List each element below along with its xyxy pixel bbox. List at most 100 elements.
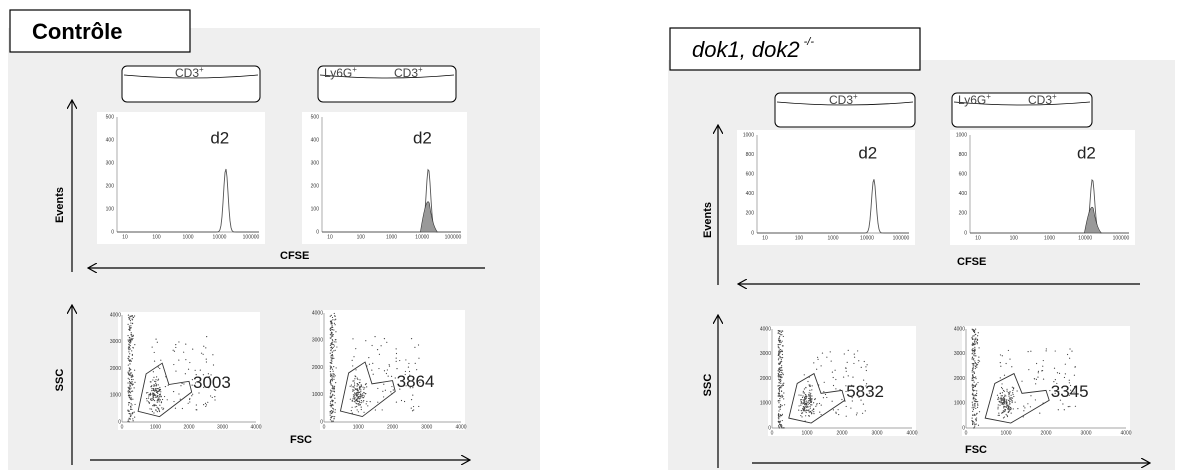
event-dot <box>157 408 160 410</box>
event-dot <box>405 385 407 387</box>
title-box <box>9 9 191 53</box>
event-dot <box>1014 401 1016 403</box>
event-dot <box>148 402 151 404</box>
event-dot <box>175 346 177 349</box>
y-tick-label: 2000 <box>760 376 771 382</box>
event-dot <box>155 404 157 407</box>
event-dot <box>972 386 974 389</box>
event-dot <box>131 339 133 341</box>
event-dot <box>975 413 978 415</box>
event-dot <box>778 344 780 346</box>
event-dot <box>1057 409 1059 411</box>
event-dot <box>999 397 1001 399</box>
event-dot <box>129 359 131 361</box>
event-dot <box>354 392 356 394</box>
event-dot <box>129 367 131 370</box>
event-dot <box>330 406 332 408</box>
event-dot <box>416 369 418 371</box>
event-dot <box>781 376 783 378</box>
event-dot <box>356 377 358 379</box>
event-dot <box>972 364 974 366</box>
event-dot <box>130 382 132 385</box>
event-dot <box>816 356 819 358</box>
event-dot <box>412 378 414 381</box>
event-dot <box>363 400 365 402</box>
event-dot <box>781 340 783 342</box>
event-dot <box>1023 410 1025 412</box>
event-dot <box>1074 405 1077 407</box>
event-dot <box>780 371 782 373</box>
event-dot <box>1062 403 1064 405</box>
event-dot <box>329 367 332 369</box>
event-dot <box>388 364 390 366</box>
gate-label: CD3+ <box>829 92 858 107</box>
event-dot <box>357 404 359 406</box>
event-dot <box>360 385 362 388</box>
event-dot <box>153 360 156 362</box>
event-dot <box>400 399 403 402</box>
event-dot <box>330 332 332 334</box>
event-dot <box>377 401 379 403</box>
event-dot <box>779 343 781 346</box>
fsc-label: FSC <box>965 444 987 456</box>
event-dot <box>998 412 1000 414</box>
event-dot <box>359 404 361 406</box>
event-dot <box>330 359 332 361</box>
event-dot <box>973 335 975 337</box>
event-dot <box>973 363 975 365</box>
event-dot <box>331 378 333 380</box>
event-dot <box>1001 355 1003 357</box>
event-dot <box>808 400 810 402</box>
event-dot <box>974 405 976 407</box>
y-tick-label: 3000 <box>110 339 121 345</box>
event-dot <box>212 364 215 366</box>
event-dot <box>127 392 129 394</box>
y-tick-label: 500 <box>106 114 115 120</box>
event-dot <box>832 409 835 411</box>
event-dot <box>331 358 333 360</box>
event-dot <box>130 397 132 399</box>
event-dot <box>149 393 151 395</box>
event-dot <box>178 341 180 343</box>
event-dot <box>973 372 976 374</box>
event-dot <box>780 342 782 344</box>
event-dot <box>131 384 133 386</box>
event-dot <box>974 362 976 364</box>
gate-count: 3003 <box>193 373 231 392</box>
event-dot <box>130 378 133 381</box>
event-dot <box>329 365 331 367</box>
event-dot <box>973 351 975 353</box>
event-dot <box>804 397 806 400</box>
event-dot <box>147 401 150 403</box>
event-dot <box>329 329 332 331</box>
event-dot <box>779 356 781 358</box>
event-dot <box>777 368 780 370</box>
event-dot <box>778 389 780 391</box>
event-dot <box>178 393 180 395</box>
event-dot <box>399 388 401 390</box>
event-dot <box>179 398 181 400</box>
event-dot <box>781 345 784 347</box>
event-dot <box>130 337 132 339</box>
event-dot <box>1000 402 1002 404</box>
event-dot <box>331 415 333 417</box>
event-dot <box>131 350 133 352</box>
event-dot <box>1007 407 1010 409</box>
y-tick-label: 4000 <box>312 310 323 316</box>
x-tick-label: 1000 <box>1000 430 1011 436</box>
x-tick-label: 100000 <box>445 234 462 240</box>
event-dot <box>333 385 336 387</box>
event-dot <box>365 403 367 405</box>
text-part: CD3 <box>829 93 853 107</box>
event-dot <box>156 390 158 392</box>
event-dot <box>356 405 358 408</box>
event-dot <box>975 355 977 357</box>
event-dot <box>172 349 174 351</box>
event-dot <box>388 365 391 367</box>
event-dot <box>351 400 353 402</box>
event-dot <box>331 401 334 403</box>
event-dot <box>352 396 355 398</box>
event-dot <box>811 413 813 415</box>
y-tick-label: 800 <box>959 152 968 158</box>
event-dot <box>331 322 333 324</box>
